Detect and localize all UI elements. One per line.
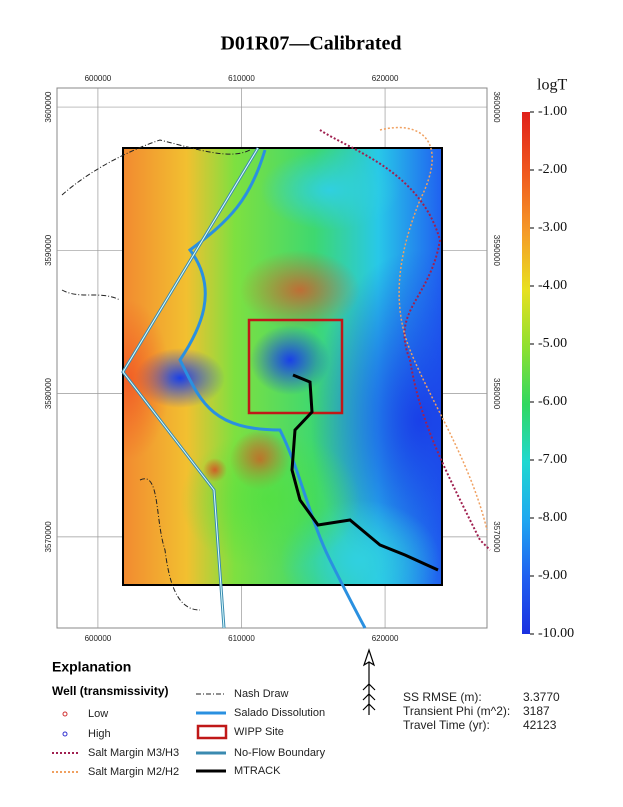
colorbar-tick-label: -6.00: [538, 394, 567, 409]
colorbar-tick-label: -3.00: [538, 220, 567, 235]
legend-label: Nash Draw: [234, 688, 288, 700]
legend-subheading: Well (transmissivity): [52, 684, 168, 698]
colorbar-tick-label: -10.00: [538, 626, 574, 641]
y-tick-label: 3570000: [492, 521, 501, 553]
stat-value: 3.3770: [523, 690, 560, 704]
logt-field: [123, 148, 442, 585]
legend: Low High Salt Margin M3/H3 Salt Margin M2/H…: [88, 688, 326, 778]
y-tick-label: 3580000: [44, 377, 53, 409]
legend-label: WIPP Site: [234, 726, 284, 738]
y-tick-label: 3580000: [492, 378, 501, 410]
legend-label: Salado Dissolution: [234, 707, 325, 719]
colorbar-tick-label: -7.00: [538, 452, 567, 467]
legend-label: MTRACK: [234, 765, 281, 777]
x-tick-label: 620000: [372, 74, 399, 83]
salt-margin-m2: [379, 126, 488, 531]
field-blob: [260, 150, 400, 230]
colorbar: [522, 112, 530, 634]
no-flow-boundary-inner: [122, 147, 259, 629]
title: D01R07—Calibrated: [220, 33, 401, 55]
field-blob: [180, 430, 360, 570]
y-tick-label: 3570000: [44, 521, 53, 553]
legend-symbol: [196, 724, 228, 740]
north-arrow: [362, 648, 376, 715]
y-tick-label: 3590000: [492, 235, 501, 267]
x-tick-label: 610000: [228, 74, 255, 83]
legend-symbol: [62, 711, 68, 717]
legend-symbol: [62, 731, 68, 737]
x-tick-label: 600000: [85, 74, 112, 83]
legend-label: Salt Margin M2/H2: [88, 766, 179, 778]
colorbar-tick-label: -9.00: [538, 568, 567, 583]
colorbar-tick-label: -1.00: [538, 104, 567, 119]
x-tick-label: 620000: [372, 634, 399, 643]
stat-label: Travel Time (yr):: [403, 718, 490, 732]
x-tick-label: 600000: [85, 634, 112, 643]
salt-margin-m3: [319, 129, 491, 551]
colorbar-label: logT: [537, 77, 567, 94]
stat-value: 3187: [523, 704, 550, 718]
colorbar-tick-label: -4.00: [538, 278, 567, 293]
colorbar-tick-label: -2.00: [538, 162, 567, 177]
mtrack: [290, 373, 439, 572]
colorbar-tick-label: -8.00: [538, 510, 567, 525]
stat-label: SS RMSE (m):: [403, 690, 482, 704]
field-blob: [250, 325, 330, 395]
wipp-site: [247, 318, 344, 415]
y-tick-label: 3600000: [44, 91, 53, 123]
y-tick-label: 3590000: [44, 234, 53, 266]
legend-label: Low: [88, 708, 108, 720]
stat-value: 42123: [523, 718, 557, 732]
field-blob: [240, 250, 360, 330]
legend-heading: Explanation: [52, 659, 131, 675]
legend-label: No-Flow Boundary: [234, 747, 326, 759]
x-tick-label: 610000: [228, 634, 255, 643]
colorbar-tick-label: -5.00: [538, 336, 567, 351]
nash-draw: [61, 139, 251, 611]
stats: SS RMSE (m): 3.3770 Transient Phi (m^2): 31…: [403, 690, 560, 732]
stat-label: Transient Phi (m^2):: [403, 704, 510, 718]
y-tick-label: 3600000: [492, 91, 501, 123]
model-domain: [122, 147, 443, 586]
legend-label: Salt Margin M3/H3: [88, 747, 179, 759]
legend-label: High: [88, 728, 111, 740]
